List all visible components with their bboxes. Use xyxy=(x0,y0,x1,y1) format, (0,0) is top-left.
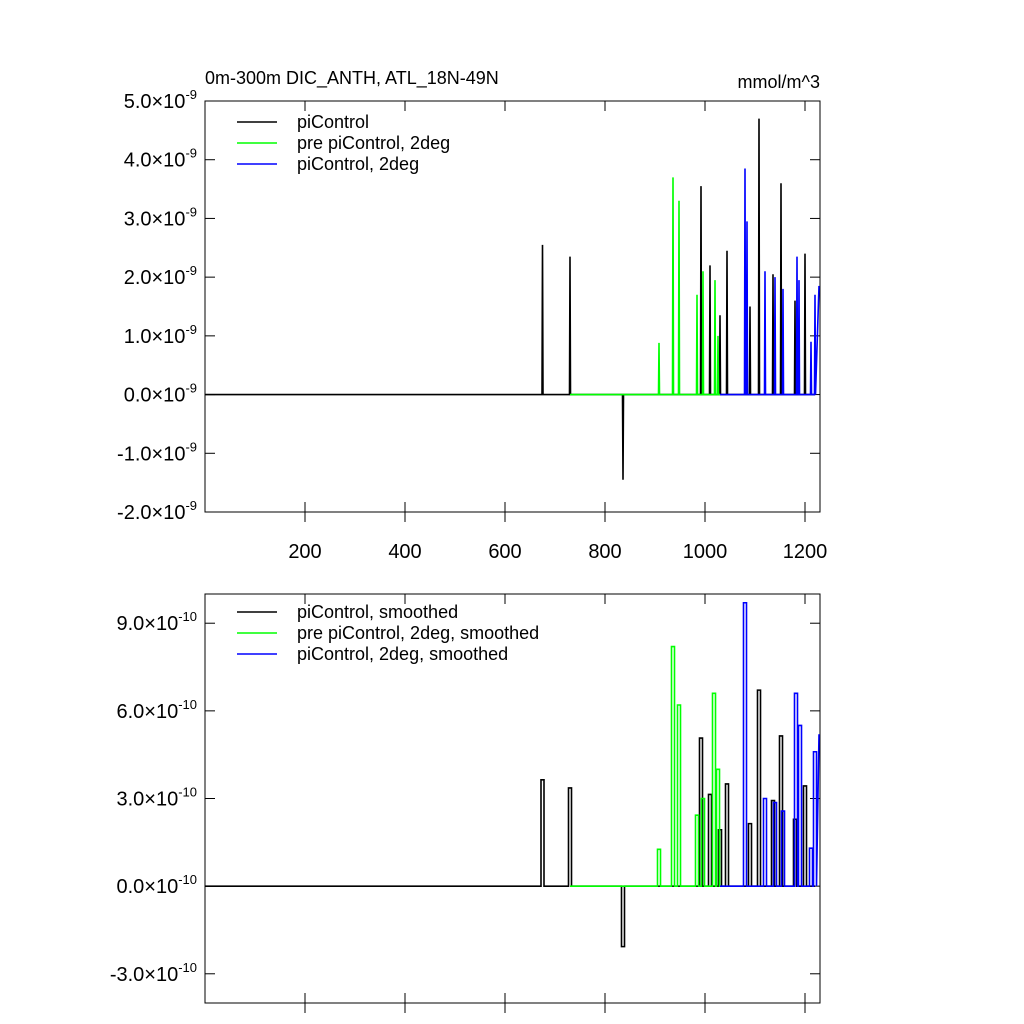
legend-label: piControl xyxy=(297,112,369,132)
y-tick-exponent: -9 xyxy=(185,204,197,219)
y-tick-label: 3.0×10-10 xyxy=(116,785,197,811)
y-tick-exponent: -9 xyxy=(185,87,197,102)
y-tick-label: 3.0×10-9 xyxy=(124,204,197,230)
y-tick-mantissa: 2.0×10 xyxy=(124,267,186,289)
y-tick-label: 2.0×10-9 xyxy=(124,263,197,289)
y-tick-exponent: -9 xyxy=(185,381,197,396)
legend-label: piControl, 2deg xyxy=(297,154,419,174)
y-tick-mantissa: 1.0×10 xyxy=(124,326,186,348)
series-line xyxy=(720,168,820,396)
plot-frame xyxy=(204,100,821,513)
x-tick-label: 1000 xyxy=(683,541,728,563)
x-tick-label: 800 xyxy=(588,541,621,563)
y-tick-mantissa: 0.0×10 xyxy=(116,876,178,898)
y-tick-label: 5.0×10-9 xyxy=(124,87,197,113)
chart-title: 0m-300m DIC_ANTH, ATL_18N-49N xyxy=(205,68,499,89)
y-tick-mantissa: 3.0×10 xyxy=(124,208,186,230)
x-tick-label: 600 xyxy=(488,541,521,563)
legend-label: piControl, smoothed xyxy=(297,602,458,622)
legend-label: pre piControl, 2deg xyxy=(297,133,450,153)
y-tick-label: -1.0×10-9 xyxy=(117,439,197,465)
legend-label: piControl, 2deg, smoothed xyxy=(297,644,508,664)
y-tick-label: 1.0×10-9 xyxy=(124,322,197,348)
series-line xyxy=(570,645,721,887)
series-line xyxy=(570,177,720,396)
series-line xyxy=(205,689,815,948)
y-tick-mantissa: 5.0×10 xyxy=(124,91,186,113)
y-tick-label: 6.0×10-10 xyxy=(116,697,197,723)
y-tick-exponent: -9 xyxy=(185,322,197,337)
x-tick-label: 400 xyxy=(388,541,421,563)
y-tick-label: -3.0×10-10 xyxy=(110,960,197,986)
x-tick-label: 200 xyxy=(288,541,321,563)
y-tick-exponent: -9 xyxy=(185,146,197,161)
y-tick-label: 0.0×10-10 xyxy=(116,872,197,898)
y-tick-exponent: -10 xyxy=(178,872,197,887)
series-line xyxy=(720,601,820,887)
y-tick-exponent: -10 xyxy=(178,960,197,975)
y-tick-exponent: -10 xyxy=(178,609,197,624)
y-tick-mantissa: -2.0×10 xyxy=(117,502,185,524)
y-tick-label: 4.0×10-9 xyxy=(124,146,197,172)
y-tick-exponent: -10 xyxy=(178,785,197,800)
y-tick-exponent: -9 xyxy=(185,439,197,454)
y-tick-exponent: -10 xyxy=(178,697,197,712)
x-tick-label: 1200 xyxy=(783,541,828,563)
y-tick-exponent: -9 xyxy=(185,498,197,513)
y-tick-exponent: -9 xyxy=(185,263,197,278)
y-tick-mantissa: -3.0×10 xyxy=(110,964,178,986)
legend-label: pre piControl, 2deg, smoothed xyxy=(297,623,539,643)
y-tick-mantissa: 9.0×10 xyxy=(116,613,178,635)
y-tick-mantissa: -1.0×10 xyxy=(117,443,185,465)
y-tick-label: -2.0×10-9 xyxy=(117,498,197,524)
units-label: mmol/m^3 xyxy=(738,72,820,92)
y-tick-label: 0.0×10-9 xyxy=(124,381,197,407)
y-tick-mantissa: 6.0×10 xyxy=(116,701,178,723)
y-tick-label: 9.0×10-10 xyxy=(116,609,197,635)
y-tick-mantissa: 0.0×10 xyxy=(124,385,186,407)
y-tick-mantissa: 3.0×10 xyxy=(116,789,178,811)
y-tick-mantissa: 4.0×10 xyxy=(124,150,186,172)
